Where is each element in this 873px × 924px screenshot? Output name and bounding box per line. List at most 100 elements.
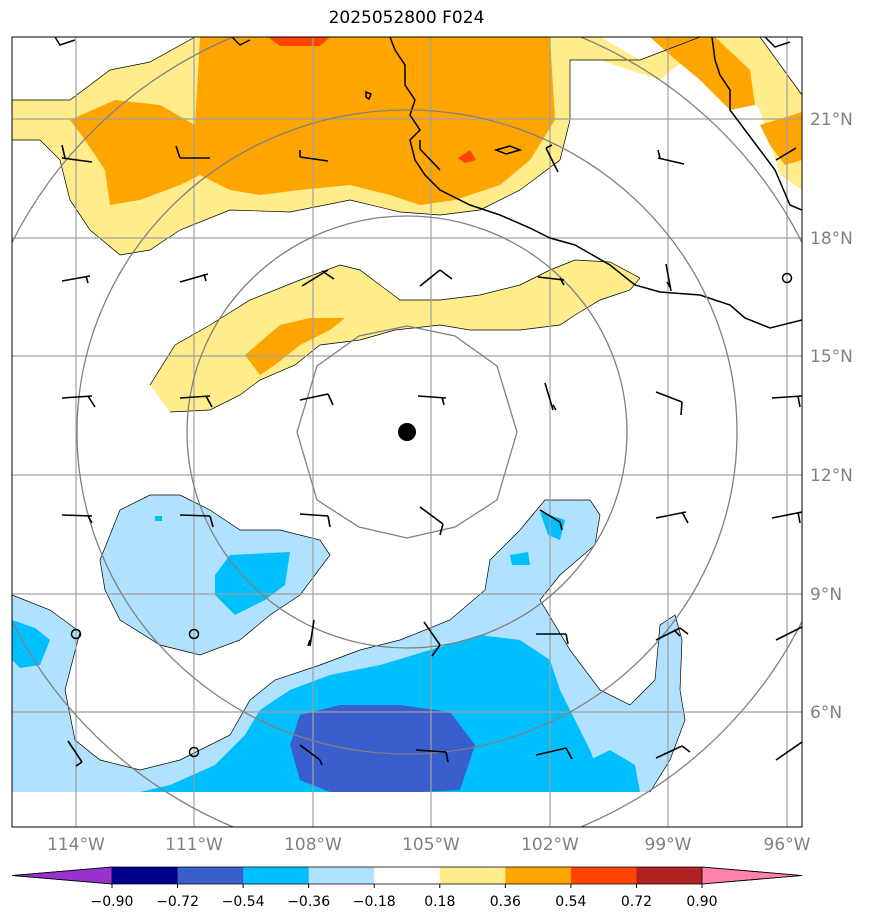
colorbar-tick-label: 0.18 bbox=[424, 894, 455, 910]
calm-marker bbox=[188, 746, 200, 758]
storm-center-marker bbox=[398, 423, 416, 441]
colorbar-segment bbox=[177, 867, 244, 884]
colorbar-tick-label: 0.72 bbox=[621, 894, 652, 910]
colorbar-ticks: −0.90 −0.72 −0.54 −0.36 −0.18 0.18 0.36 0.54 0.7… bbox=[91, 884, 718, 910]
positive-anomaly-fills bbox=[12, 37, 802, 412]
lon-labels: 114°W 111°W 108°W 105°W 102°W 99°W 96°W bbox=[47, 835, 811, 855]
lat-label: 6°N bbox=[810, 703, 842, 723]
calm-marker bbox=[781, 272, 793, 284]
lon-label: 111°W bbox=[165, 835, 223, 855]
colorbar-segment bbox=[112, 867, 179, 884]
wind-barb bbox=[415, 749, 449, 763]
wind-barb bbox=[61, 395, 96, 408]
lon-label: 102°W bbox=[521, 835, 579, 855]
contour-fill-0.36-east bbox=[760, 112, 802, 165]
lat-label: 21°N bbox=[810, 110, 853, 130]
contour-fill-neg0.36-dot bbox=[155, 516, 162, 521]
colorbar-segment bbox=[505, 867, 572, 884]
wind-barb bbox=[423, 621, 441, 657]
wind-barb bbox=[299, 393, 334, 406]
colorbar: −0.90 −0.72 −0.54 −0.36 −0.18 0.18 0.36 0.54 0.7… bbox=[11, 866, 803, 910]
colorbar-segment bbox=[243, 867, 310, 884]
wind-barb bbox=[61, 275, 91, 284]
lon-label: 105°W bbox=[402, 835, 460, 855]
wind-barb bbox=[179, 514, 214, 528]
wind-barb bbox=[175, 145, 210, 159]
wind-barb bbox=[539, 509, 563, 531]
range-ring-2 bbox=[186, 215, 628, 649]
contour-fill-neg0.36-west bbox=[215, 552, 290, 615]
map-title: 2025052800 F024 bbox=[328, 8, 485, 28]
colorbar-tick-label: 0.90 bbox=[686, 894, 717, 910]
wind-barb bbox=[419, 269, 453, 287]
colorbar-extend-high bbox=[701, 866, 803, 885]
colorbar-segments bbox=[11, 866, 803, 885]
wind-barb bbox=[535, 747, 573, 760]
colorbar-tick-label: −0.36 bbox=[287, 894, 330, 910]
contour-fill-0.54-small bbox=[458, 150, 476, 163]
contour-fill-0.54-top bbox=[268, 37, 330, 46]
colorbar-segment bbox=[636, 867, 703, 884]
negative-anomaly-fills bbox=[12, 495, 685, 792]
map-frame bbox=[11, 36, 803, 828]
wind-barb bbox=[536, 633, 569, 645]
colorbar-segment bbox=[570, 867, 637, 884]
wind-barb bbox=[301, 269, 335, 287]
wind-barb bbox=[179, 395, 213, 408]
wind-barb bbox=[771, 511, 802, 524]
wind-barb bbox=[417, 395, 447, 406]
wind-barb bbox=[537, 276, 565, 286]
wind-barb bbox=[419, 506, 444, 536]
colorbar-segment bbox=[308, 867, 375, 884]
lat-label: 9°N bbox=[810, 585, 842, 605]
lon-label: 99°W bbox=[645, 835, 692, 855]
wind-barbs bbox=[61, 140, 802, 767]
contour-fill-0.36-band bbox=[245, 318, 345, 375]
wind-barb bbox=[299, 513, 331, 528]
wind-barb bbox=[61, 144, 93, 163]
wind-barb bbox=[771, 395, 802, 408]
calm-marker bbox=[188, 628, 200, 640]
colorbar-tick-label: 0.54 bbox=[555, 894, 586, 910]
coastline bbox=[54, 37, 802, 329]
wind-barb bbox=[419, 140, 441, 171]
wind-barb bbox=[544, 382, 557, 411]
colorbar-segment bbox=[439, 867, 506, 884]
wind-barb bbox=[307, 619, 315, 647]
wind-barb bbox=[655, 745, 691, 759]
lon-label: 108°W bbox=[284, 835, 342, 855]
wind-barb bbox=[665, 263, 672, 292]
contour-fill-neg0.36-east bbox=[590, 750, 640, 792]
map-panel bbox=[12, 37, 802, 827]
wind-barb bbox=[67, 740, 83, 767]
wind-barb bbox=[655, 511, 689, 524]
calm-markers bbox=[70, 272, 793, 758]
wind-barb bbox=[775, 741, 802, 761]
colorbar-tick-label: −0.72 bbox=[156, 894, 199, 910]
colorbar-segment bbox=[374, 867, 441, 884]
range-ring-1 bbox=[296, 325, 518, 539]
lon-label: 114°W bbox=[47, 835, 105, 855]
graticule bbox=[12, 37, 802, 827]
contour-fill-neg0.36-mid bbox=[510, 512, 565, 565]
colorbar-tick-label: −0.90 bbox=[91, 894, 134, 910]
no-data-strip bbox=[12, 792, 802, 827]
contour-fill-neg0.36-sw bbox=[12, 620, 50, 668]
range-rings bbox=[12, 37, 802, 827]
lat-label: 12°N bbox=[810, 466, 853, 486]
contour-fill-neg0.54-south bbox=[290, 705, 475, 792]
wind-barb bbox=[775, 147, 797, 161]
colorbar-tick-label: −0.54 bbox=[222, 894, 265, 910]
lat-label: 18°N bbox=[810, 229, 853, 249]
lat-labels: 21°N 18°N 15°N 12°N 9°N 6°N bbox=[810, 110, 853, 723]
colorbar-tick-label: −0.18 bbox=[353, 894, 396, 910]
range-ring-3 bbox=[76, 109, 738, 755]
wind-barb bbox=[657, 149, 685, 165]
wind-barb bbox=[775, 626, 802, 641]
contour-fill-neg0.18-sw-corner bbox=[12, 755, 38, 792]
calm-marker bbox=[70, 628, 82, 640]
colorbar-extend-low bbox=[11, 866, 113, 885]
wind-barb bbox=[299, 150, 329, 162]
wind-barb bbox=[655, 391, 683, 416]
